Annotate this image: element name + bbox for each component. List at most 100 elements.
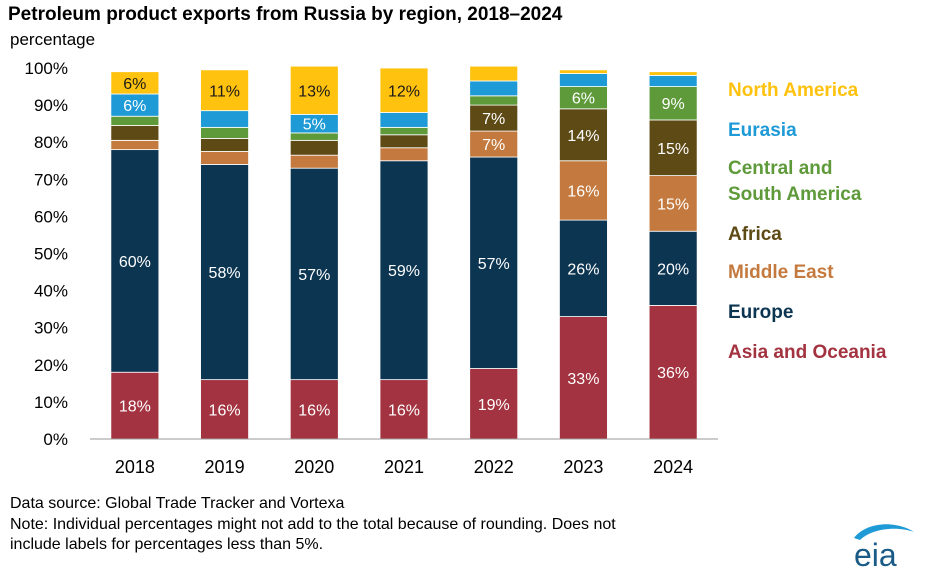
- data-label: 59%: [388, 263, 420, 280]
- bar-segment-north-america: [110, 71, 160, 95]
- rounding-note-line-1: Note: Individual percentages might not a…: [10, 516, 616, 533]
- y-tick-label: 50%: [34, 245, 68, 264]
- bar-segment-africa: [110, 125, 160, 141]
- data-label: 15%: [657, 141, 689, 158]
- data-label: 57%: [298, 267, 330, 284]
- bar-segment-eurasia: [469, 80, 519, 97]
- data-label: 33%: [567, 371, 599, 388]
- bar-segment-eurasia: [559, 73, 608, 87]
- bar-segment-africa: [648, 119, 698, 176]
- y-tick-label: 80%: [34, 133, 68, 152]
- eia-logo-text: eia: [854, 537, 897, 572]
- data-label: 6%: [572, 91, 595, 108]
- data-label: 13%: [298, 83, 330, 100]
- bar-segment-asia-and-oceania: [289, 379, 339, 440]
- bar-segment-africa: [559, 108, 608, 162]
- y-axis-label: percentage: [10, 30, 96, 49]
- y-tick-label: 100%: [25, 59, 68, 78]
- bar-segment-north-america: [200, 69, 249, 112]
- legend-item: Central and South America: [728, 158, 862, 205]
- data-label: 60%: [119, 254, 151, 271]
- bar-segment-asia-and-oceania: [379, 379, 429, 440]
- bar-segment-europe: [559, 219, 608, 317]
- data-label: 12%: [388, 83, 420, 100]
- legend-item: Asia and Oceania: [728, 342, 887, 363]
- data-label: 16%: [388, 402, 420, 419]
- bar-segment-africa: [289, 139, 339, 156]
- data-label: 7%: [482, 137, 505, 154]
- bar-segment-middle-east: [289, 154, 339, 169]
- bar-segment-central-and-south-america: [379, 126, 429, 136]
- bar-segment-asia-and-oceania: [110, 371, 160, 440]
- legend-item: Middle East: [728, 262, 834, 283]
- bar-segment-central-and-south-america: [469, 95, 519, 106]
- bar-segment-north-america: [648, 71, 698, 76]
- bar-segment-europe: [648, 230, 698, 306]
- x-tick-label: 2022: [474, 457, 514, 477]
- y-tick-label: 40%: [34, 282, 68, 301]
- bar-segment-north-america: [289, 65, 339, 115]
- bar-segment-eurasia: [200, 110, 249, 128]
- data-label: 7%: [482, 111, 505, 128]
- bar-segment-eurasia: [379, 112, 429, 128]
- data-label: 14%: [567, 128, 599, 145]
- data-label: 58%: [209, 265, 241, 282]
- x-tick-label: 2018: [115, 457, 155, 477]
- bar-segment-eurasia: [648, 75, 698, 87]
- bar-segment-asia-and-oceania: [559, 316, 608, 440]
- data-label: 16%: [298, 402, 330, 419]
- x-tick-label: 2021: [384, 457, 424, 477]
- bar-segment-middle-east: [648, 175, 698, 232]
- data-source-note: Data source: Global Trade Tracker and Vo…: [10, 495, 345, 512]
- x-tick-label: 2024: [653, 457, 693, 477]
- bar-segment-north-america: [469, 65, 519, 82]
- data-label: 19%: [478, 397, 510, 414]
- y-tick-label: 60%: [34, 207, 68, 226]
- y-tick-label: 70%: [34, 170, 68, 189]
- data-label: 15%: [657, 196, 689, 213]
- bar-segment-europe: [289, 167, 339, 381]
- y-tick-label: 0%: [43, 430, 68, 449]
- bar-segment-middle-east: [379, 147, 429, 162]
- bar-segment-europe: [379, 160, 429, 381]
- stacked-bar-chart: 0% 10% 20% 30% 40% 50% 60% 70% 80% 90% 100% 18% 60% 6…: [25, 59, 887, 477]
- bar-segment-central-and-south-america: [110, 115, 160, 126]
- legend-item: North America: [728, 80, 859, 101]
- bar-segment-europe: [110, 149, 160, 373]
- data-label: 5%: [303, 117, 326, 134]
- x-tick-label: 2020: [294, 457, 334, 477]
- data-label: 9%: [662, 96, 685, 113]
- legend-item: Africa: [728, 224, 782, 245]
- x-tick-label: 2023: [563, 457, 603, 477]
- data-label: 20%: [657, 261, 689, 278]
- chart-title: Petroleum product exports from Russia by…: [8, 4, 563, 25]
- eia-logo: eia: [854, 524, 914, 572]
- data-label: 18%: [119, 399, 151, 416]
- bar-segment-north-america: [379, 67, 429, 113]
- data-label: 26%: [567, 261, 599, 278]
- bar-segment-central-and-south-america: [648, 86, 698, 121]
- rounding-note-line-2: include labels for percentages less than…: [10, 536, 324, 553]
- eia-logo-swoosh: [854, 524, 914, 540]
- y-tick-label: 20%: [34, 356, 68, 375]
- legend-item: Eurasia: [728, 120, 797, 141]
- data-label: 6%: [123, 76, 146, 93]
- data-label: 36%: [657, 365, 689, 382]
- bar-segment-middle-east: [110, 139, 160, 151]
- y-tick-label: 90%: [34, 96, 68, 115]
- bar-segment-middle-east: [559, 160, 608, 221]
- bar-segment-central-and-south-america: [200, 126, 249, 139]
- data-label: 11%: [209, 83, 240, 100]
- y-tick-label: 10%: [34, 393, 68, 412]
- bar-segment-asia-and-oceania: [648, 305, 698, 440]
- bar-segment-africa: [379, 134, 429, 149]
- data-label: 16%: [567, 183, 599, 200]
- data-label: 16%: [209, 402, 241, 419]
- bar-segment-north-america: [559, 69, 608, 74]
- bar-segment-africa: [200, 138, 249, 152]
- legend-item: Europe: [728, 302, 793, 323]
- bar-segment-middle-east: [200, 151, 249, 165]
- bar-segment-central-and-south-america: [289, 132, 339, 141]
- data-label: 57%: [478, 256, 510, 273]
- y-tick-label: 30%: [34, 319, 68, 338]
